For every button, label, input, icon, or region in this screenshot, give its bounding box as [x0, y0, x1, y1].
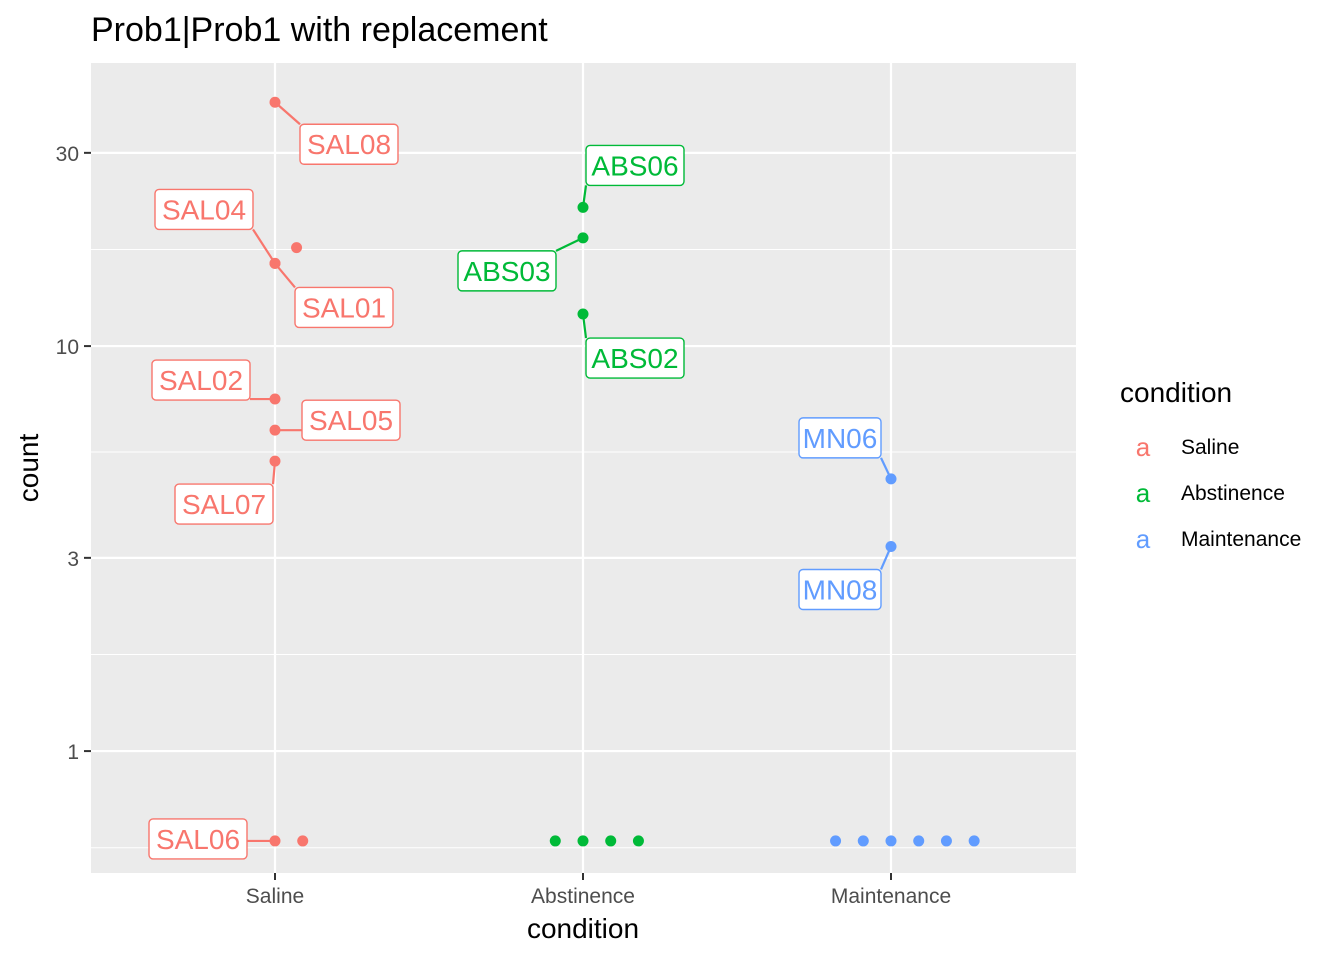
point-label: SAL05	[301, 399, 401, 441]
data-point	[968, 835, 980, 847]
data-point	[577, 232, 589, 244]
point-label-text: SAL02	[159, 365, 243, 396]
legend-key-glyph: a	[1136, 478, 1151, 508]
data-point	[269, 455, 281, 467]
data-point	[549, 835, 561, 847]
point-label-text: ABS03	[463, 256, 550, 287]
legend-title: condition	[1120, 377, 1232, 408]
data-points: SAL08 SAL04 SAL01 SAL02 SAL05 SAL07 SAL06 ABS06…	[148, 96, 980, 860]
x-tick-label: Maintenance	[831, 885, 951, 908]
label-box	[174, 483, 274, 525]
label-box	[299, 123, 399, 165]
y-tick-label: 1	[67, 741, 79, 764]
label-box	[301, 399, 401, 441]
point-label-text: SAL07	[182, 489, 266, 520]
label-box	[457, 250, 557, 292]
point-label: ABS03	[457, 250, 557, 292]
point-label-text: MN08	[803, 574, 878, 605]
point-label-text: MN06	[803, 423, 878, 454]
point-label-text: SAL04	[162, 194, 246, 225]
x-tick-label: Saline	[246, 885, 304, 908]
x-tick-label: Abstinence	[531, 885, 635, 908]
data-point	[297, 835, 309, 847]
legend-label: Maintenance	[1181, 528, 1301, 551]
legend-label: Abstinence	[1181, 482, 1285, 505]
data-point	[830, 835, 842, 847]
point-label: ABS06	[585, 144, 685, 187]
gridlines	[91, 63, 1076, 873]
data-point	[269, 257, 281, 269]
y-tick-label: 10	[56, 336, 79, 359]
data-point	[940, 835, 952, 847]
x-axis-title: condition	[527, 913, 639, 944]
label-connector	[274, 101, 301, 126]
label-box	[798, 568, 882, 611]
legend-label: Saline	[1181, 436, 1239, 459]
point-label-text: ABS02	[591, 343, 678, 374]
chart-title: Prob1|Prob1 with replacement	[91, 11, 548, 49]
data-point	[605, 835, 617, 847]
point-label: SAL07	[174, 483, 274, 525]
data-point	[269, 835, 281, 847]
point-label-text: SAL05	[309, 405, 393, 436]
point-labels: SAL08 SAL04 SAL01 SAL02 SAL05 SAL07 SAL06 ABS06…	[148, 123, 882, 860]
data-point	[269, 393, 281, 405]
legend-key-glyph: a	[1136, 524, 1151, 554]
point-label: SAL06	[148, 818, 248, 860]
point-label-text: SAL06	[156, 824, 240, 855]
point-label: ABS02	[585, 337, 685, 379]
label-box	[148, 818, 248, 860]
point-label: MN08	[798, 568, 882, 611]
data-point	[857, 835, 869, 847]
y-tick-label: 3	[67, 548, 79, 571]
legend-key-glyph: a	[1136, 432, 1151, 462]
point-label: SAL04	[154, 188, 254, 231]
data-point	[885, 835, 897, 847]
label-box	[294, 286, 394, 329]
data-point	[577, 201, 589, 213]
y-axis-title: count	[13, 434, 44, 503]
point-label: SAL01	[294, 286, 394, 329]
point-label-text: SAL08	[307, 129, 391, 160]
label-box	[585, 337, 685, 379]
y-tick-label: 30	[56, 143, 79, 166]
label-box	[585, 144, 685, 187]
point-label: MN06	[798, 417, 882, 459]
label-box	[151, 359, 251, 401]
data-point	[632, 835, 644, 847]
label-box	[154, 188, 254, 231]
data-point	[269, 424, 281, 436]
data-point	[577, 308, 589, 320]
point-label: SAL08	[299, 123, 399, 165]
data-point	[913, 835, 925, 847]
data-point	[885, 473, 897, 485]
point-label-text: ABS06	[591, 150, 678, 181]
data-point	[577, 835, 589, 847]
legend: condition a Saline a Abstinence a Maintenance	[1120, 377, 1301, 554]
data-point	[269, 96, 281, 108]
y-axis: 1 3 10 30	[56, 143, 91, 764]
label-box	[798, 417, 882, 459]
point-label: SAL02	[151, 359, 251, 401]
data-point	[291, 242, 303, 254]
label-connector	[252, 228, 276, 265]
x-axis: Saline Abstinence Maintenance	[246, 873, 951, 908]
data-point	[885, 540, 897, 552]
point-label-text: SAL01	[302, 292, 386, 323]
